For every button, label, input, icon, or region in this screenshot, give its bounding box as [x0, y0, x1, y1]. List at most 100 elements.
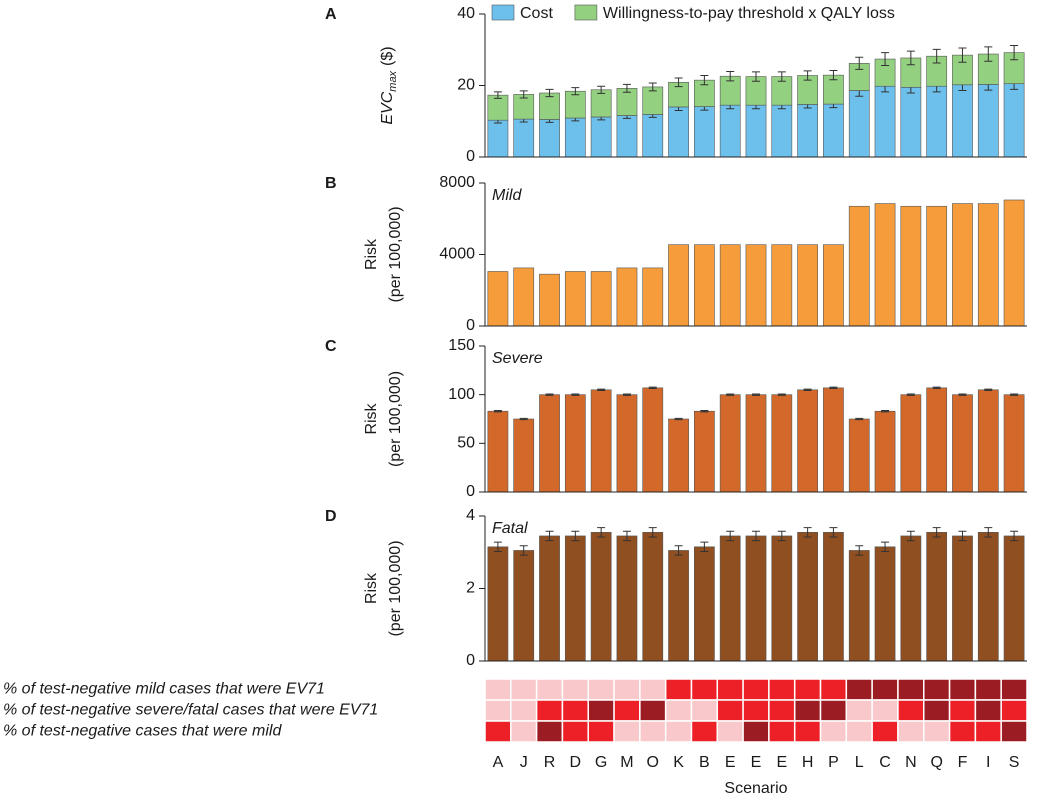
error-bar — [571, 530, 580, 542]
x-tick-label: D — [570, 754, 582, 771]
error-bar — [932, 48, 941, 64]
heat-cell — [742, 678, 770, 701]
bar — [771, 244, 793, 327]
bar — [642, 532, 664, 662]
bar — [771, 535, 793, 662]
heat-cell — [793, 720, 822, 743]
error-bar — [700, 74, 709, 86]
x-tick-label: Q — [930, 754, 942, 771]
x-tick-label: K — [673, 754, 684, 771]
bar — [590, 389, 612, 493]
panel-title: Severe — [492, 350, 543, 367]
bar — [590, 532, 612, 662]
panel-label: D — [325, 508, 337, 525]
error-bar — [674, 545, 683, 556]
bar — [848, 90, 870, 158]
y-axis-label: Risk — [363, 402, 380, 434]
y-tick-label: 100 — [448, 386, 475, 403]
heat-cell — [690, 699, 719, 722]
y-tick-label: 4000 — [439, 246, 475, 263]
bar — [564, 535, 586, 662]
bar — [590, 89, 612, 118]
heat-cell — [510, 678, 538, 701]
y-tick-label: 0 — [466, 483, 475, 500]
heat-cell — [690, 678, 719, 701]
error-bar — [545, 88, 554, 98]
bar — [926, 387, 948, 493]
heat-cell — [897, 678, 925, 701]
error-bar — [726, 71, 735, 82]
heat-cell — [664, 699, 693, 722]
bar — [616, 115, 638, 158]
error-bar — [984, 388, 993, 391]
bar — [977, 203, 999, 327]
error-bar — [881, 410, 890, 413]
x-tick-label: E — [751, 754, 762, 771]
heat-cell — [535, 699, 564, 722]
bar — [848, 550, 870, 662]
error-bar — [674, 417, 683, 421]
error-bar — [803, 70, 812, 81]
bar — [564, 271, 586, 327]
heat-cell — [639, 720, 667, 743]
legend-swatch — [491, 4, 515, 21]
bar — [771, 104, 793, 158]
error-bar — [622, 393, 631, 396]
heat-cell — [897, 699, 925, 722]
heat-cell — [974, 699, 1002, 722]
heat-cell — [690, 720, 719, 743]
x-tick-label: N — [905, 754, 917, 771]
bar — [616, 394, 638, 493]
bar — [694, 106, 715, 158]
bar — [616, 267, 638, 327]
error-bar — [545, 393, 554, 396]
bar — [642, 267, 664, 327]
panel-label: A — [325, 6, 337, 23]
x-tick-label: F — [958, 754, 968, 771]
error-bar — [519, 545, 528, 556]
heat-cell — [664, 678, 693, 701]
bar — [952, 394, 973, 493]
error-bar — [752, 393, 760, 396]
heat-cell — [716, 699, 744, 722]
bar — [797, 104, 818, 158]
error-bar — [648, 386, 657, 390]
error-bar — [777, 530, 786, 542]
bar — [616, 535, 638, 662]
error-bar — [674, 77, 683, 88]
row-label: % of test-negative cases that were mild — [3, 723, 282, 740]
bar — [745, 535, 767, 662]
error-bar — [648, 527, 657, 538]
x-tick-label: G — [595, 754, 607, 771]
heat-cell — [613, 678, 641, 701]
bar — [977, 389, 999, 493]
heat-cell — [561, 720, 589, 743]
heat-cell — [587, 699, 615, 722]
error-bar — [958, 47, 967, 63]
error-bar — [777, 393, 786, 396]
bar — [590, 116, 612, 158]
heat-cell — [1000, 699, 1028, 722]
y-tick-label: 2 — [466, 580, 475, 597]
bar — [487, 119, 509, 158]
heat-cell — [587, 678, 615, 701]
heat-cell — [1000, 678, 1028, 701]
bar — [719, 104, 741, 158]
panel-label: B — [325, 175, 337, 192]
error-bar — [829, 527, 838, 538]
row-label: % of test-negative severe/fatal cases th… — [3, 702, 378, 719]
legend-swatch — [574, 4, 598, 21]
row-label: % of test-negative mild cases that were … — [3, 681, 325, 698]
error-bar — [829, 386, 838, 390]
bar — [539, 273, 560, 327]
error-bar — [648, 82, 657, 92]
heat-cell — [845, 678, 873, 701]
y-axis-label: (per 100,000) — [387, 540, 404, 636]
bar — [668, 550, 689, 662]
bar — [1003, 535, 1025, 662]
x-tick-label: B — [699, 754, 710, 771]
heat-cell — [819, 720, 848, 743]
error-bar — [958, 393, 967, 396]
heat-cell — [768, 699, 796, 722]
heat-cell — [948, 720, 977, 743]
